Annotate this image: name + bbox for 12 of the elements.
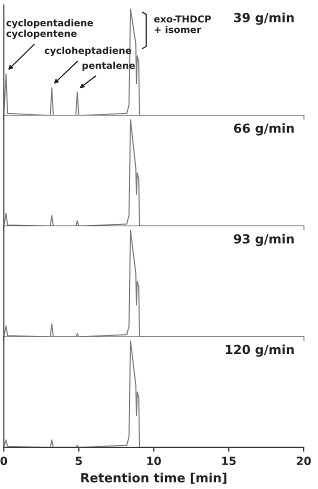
x-tick-label: 0 — [0, 456, 8, 466]
annotation: cyclopentadiene cyclopentene — [6, 19, 93, 39]
x-tick-label: 20 — [296, 456, 311, 466]
annotation: 93 g/min — [234, 234, 294, 246]
annotation: exo-THDCP + isomer — [154, 15, 211, 34]
annotation: 39 g/min — [234, 12, 294, 25]
annotation: 120 g/min — [226, 344, 294, 357]
x-tick-label: 5 — [76, 456, 82, 466]
x-tick-label: 15 — [222, 456, 236, 466]
x-tick-label: 10 — [147, 456, 161, 466]
x-axis-title: Retention time [min] — [81, 472, 226, 484]
annotation: 66 g/min — [234, 123, 294, 136]
